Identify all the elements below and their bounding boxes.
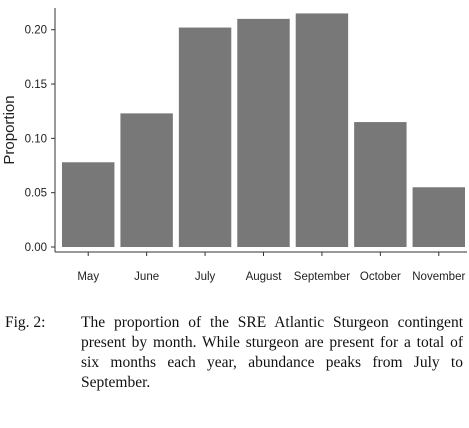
x-tick-label: October: [360, 271, 401, 283]
bar: [295, 13, 349, 247]
x-tick-label: September: [294, 271, 350, 283]
caption-label: Fig. 2:: [5, 314, 46, 331]
y-tick-label: 0.15: [25, 79, 47, 91]
x-tick-label: May: [77, 271, 99, 283]
y-tick-label: 0.10: [25, 133, 47, 145]
x-tick-label: August: [246, 271, 283, 283]
y-axis-label: Proportion: [1, 95, 18, 164]
bar: [62, 162, 115, 247]
bar-chart: 0.00 0.05 0.10 0.15 0.20 Proportion May June Jul…: [1, 8, 467, 283]
bar: [354, 122, 407, 247]
x-tick-label: July: [195, 271, 216, 283]
y-tick-label: 0.20: [25, 25, 47, 37]
y-tick-label: 0.05: [25, 188, 47, 200]
bar: [412, 187, 465, 247]
bar: [120, 113, 173, 247]
bar: [178, 27, 232, 247]
x-tick-label: June: [134, 271, 159, 283]
bar: [237, 18, 290, 248]
y-tick-label: 0.00: [25, 242, 47, 254]
x-tick-label: November: [412, 271, 465, 283]
caption-text: The proportion of the SRE Atlantic Sturg…: [81, 314, 463, 391]
